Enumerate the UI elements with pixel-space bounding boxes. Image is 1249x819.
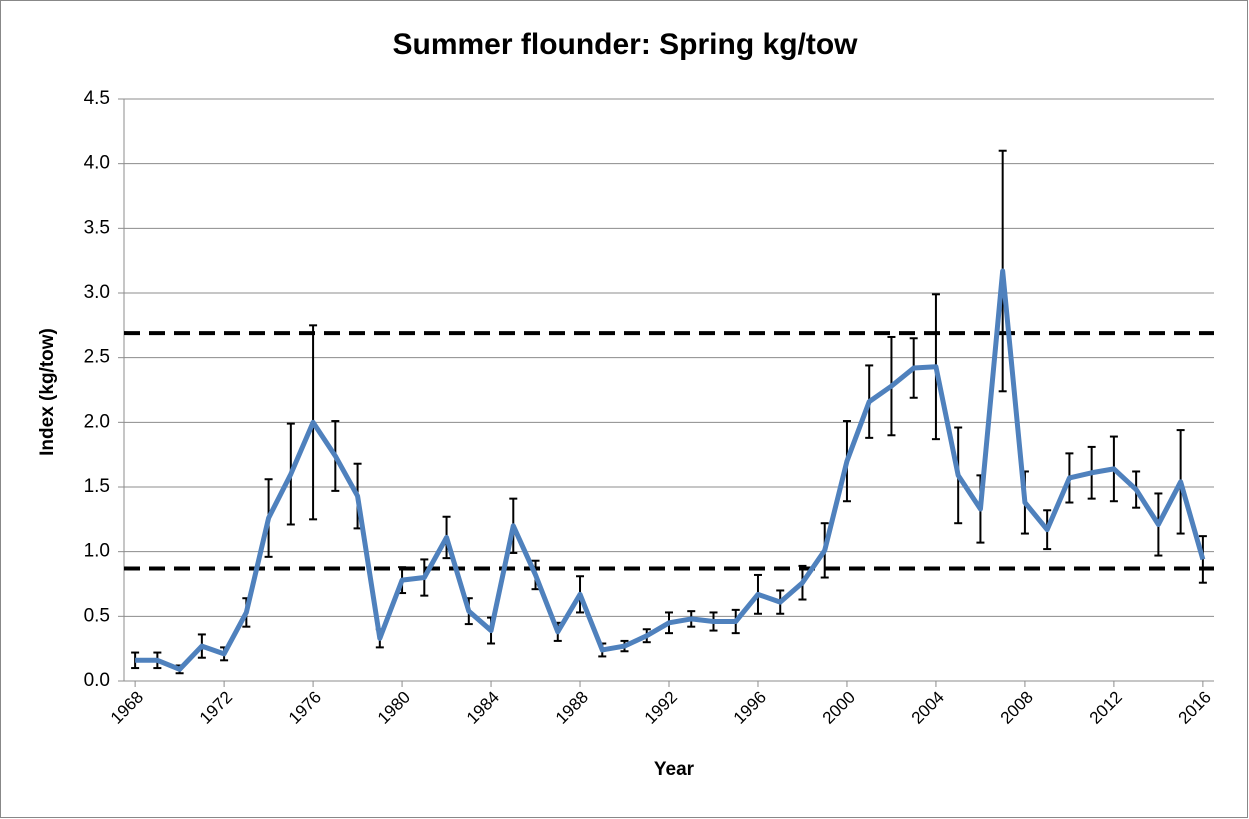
data-line — [135, 268, 1206, 672]
y-tick-label: 2.5 — [84, 347, 110, 368]
y-tick-label: 2.0 — [84, 411, 110, 432]
y-tick-label: 4.0 — [84, 153, 110, 174]
y-tick-label: 3.0 — [84, 282, 110, 303]
y-tick-label: 1.5 — [84, 476, 110, 497]
y-tick-label: 3.5 — [84, 217, 110, 238]
y-tick-label: 1.0 — [84, 541, 110, 562]
y-axis-title: Index (kg/tow) — [37, 328, 58, 456]
x-axis-title: Year — [654, 759, 695, 780]
chart-title: Summer flounder: Spring kg/tow — [392, 28, 858, 61]
y-tick-label: 4.5 — [84, 88, 110, 109]
y-tick-label: 0.5 — [84, 605, 110, 626]
y-tick-label: 0.0 — [84, 670, 110, 691]
